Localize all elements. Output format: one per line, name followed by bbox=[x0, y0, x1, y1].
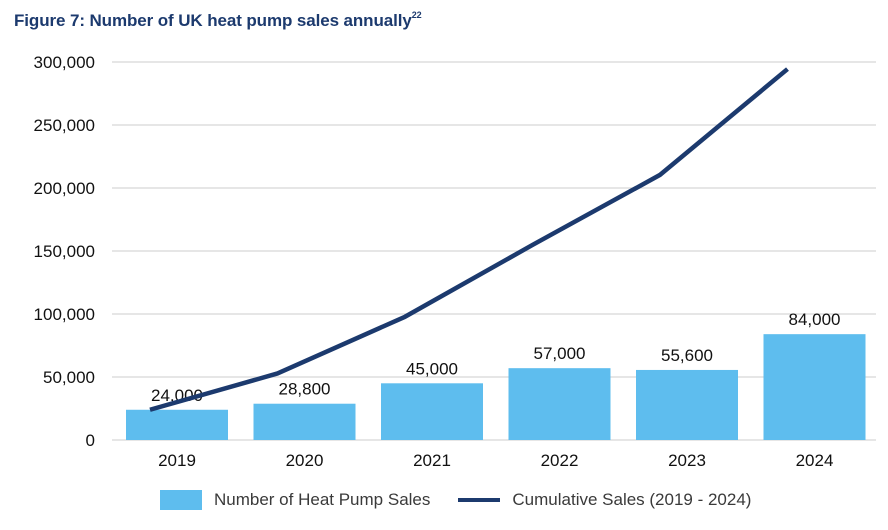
chart-plot: 0 50,000 100,000 150,000 200,000 250,000 300,0… bbox=[34, 53, 876, 470]
y-tick-label: 250,000 bbox=[34, 116, 95, 135]
y-tick-label: 100,000 bbox=[34, 305, 95, 324]
footnote-ref: 22 bbox=[411, 10, 422, 20]
cumulative-line bbox=[149, 67, 789, 412]
y-tick-label: 150,000 bbox=[34, 242, 95, 261]
bar-data-label: 55,600 bbox=[661, 346, 713, 365]
x-tick-label: 2019 bbox=[158, 451, 196, 470]
x-tick-label: 2020 bbox=[286, 451, 324, 470]
bar bbox=[126, 409, 228, 440]
legend-line-swatch bbox=[458, 498, 501, 502]
y-tick-label: 50,000 bbox=[43, 368, 95, 387]
bar bbox=[381, 383, 483, 440]
bar-data-label: 28,800 bbox=[279, 380, 331, 399]
y-tick-label: 0 bbox=[86, 431, 95, 450]
bar bbox=[763, 334, 866, 440]
x-tick-label: 2022 bbox=[541, 451, 579, 470]
chart-title: Figure 7: Number of UK heat pump sales a… bbox=[14, 10, 422, 30]
legend: Number of Heat Pump Sales Cumulative Sal… bbox=[160, 490, 751, 510]
legend-bar-swatch bbox=[160, 490, 202, 510]
legend-bar-label: Number of Heat Pump Sales bbox=[214, 490, 431, 509]
bar-data-label: 84,000 bbox=[789, 310, 841, 329]
bar bbox=[253, 403, 356, 440]
y-tick-label: 300,000 bbox=[34, 53, 95, 72]
bar bbox=[636, 369, 738, 440]
x-tick-label: 2021 bbox=[413, 451, 451, 470]
bar-data-label: 45,000 bbox=[406, 359, 458, 378]
legend-line-label: Cumulative Sales (2019 - 2024) bbox=[512, 490, 752, 509]
bar bbox=[508, 368, 611, 440]
x-tick-label: 2023 bbox=[668, 451, 706, 470]
y-tick-label: 200,000 bbox=[34, 179, 95, 198]
bar-data-label: 57,000 bbox=[534, 344, 586, 363]
x-tick-label: 2024 bbox=[796, 451, 834, 470]
